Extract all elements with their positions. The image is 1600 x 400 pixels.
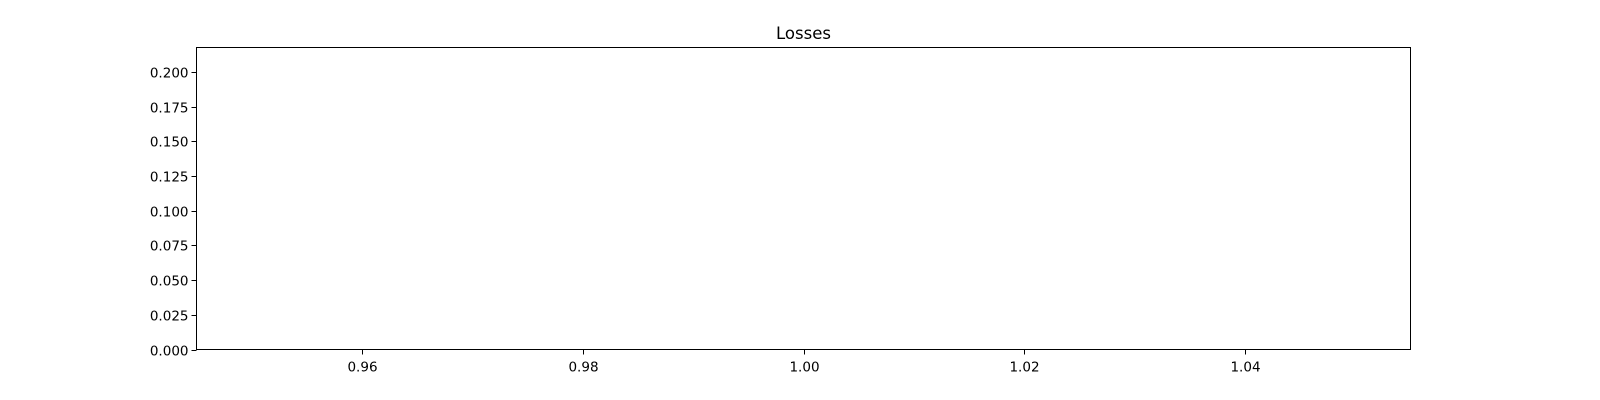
y-axis: 0.000 0.025 0.050 0.075 0.100 0.125 0.150 0.175… <box>150 66 197 360</box>
x-tick-label: 0.98 <box>568 360 598 376</box>
x-tick-label: 1.04 <box>1230 360 1260 376</box>
y-tick-label: 0.150 <box>150 135 189 151</box>
plot-area-frame <box>196 47 1411 350</box>
y-tick-label: 0.025 <box>150 309 189 325</box>
y-tick-label: 0.050 <box>150 274 189 290</box>
x-tick-label: 1.02 <box>1009 360 1039 376</box>
y-tick-label: 0.200 <box>150 66 189 82</box>
y-tick-label: 0.000 <box>150 344 189 360</box>
x-axis: 0.96 0.98 1.00 1.02 1.04 <box>347 349 1261 376</box>
y-tick-label: 0.100 <box>150 205 189 221</box>
x-tick-label: 0.96 <box>347 360 377 376</box>
y-tick-label: 0.175 <box>150 101 189 117</box>
x-tick-label: 1.00 <box>789 360 819 376</box>
chart-title: Losses <box>776 24 831 43</box>
y-tick-label: 0.075 <box>150 239 189 255</box>
y-tick-label: 0.125 <box>150 170 189 186</box>
